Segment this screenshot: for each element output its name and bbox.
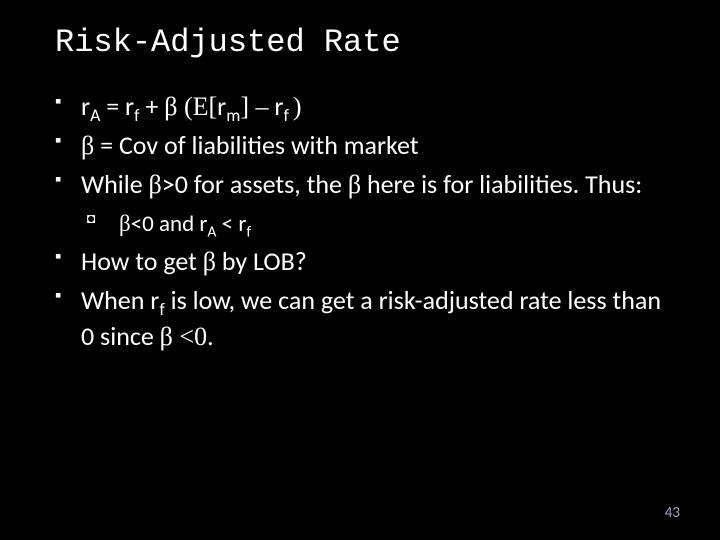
bullet-list: rA = rf + β (E[rm] – rf ) β = Cov of lia… [55, 89, 670, 354]
bullet-item: While β>0 for assets, the β here is for … [55, 167, 670, 202]
bullet-item: rA = rf + β (E[rm] – rf ) [55, 89, 670, 124]
bullet-item: β = Cov of liabilities with market [55, 128, 670, 163]
page-title: Risk-Adjusted Rate [55, 24, 670, 61]
sub-list: β<0 and rA < rf [55, 208, 670, 240]
sub-bullet-item: β<0 and rA < rf [87, 208, 670, 240]
bullet-item: How to get β by LOB? [55, 244, 670, 279]
bullet-item: When rf is low, we can get a risk-adjust… [55, 283, 670, 353]
slide-container: Risk-Adjusted Rate rA = rf + β (E[rm] – … [0, 0, 720, 378]
page-number: 43 [665, 504, 680, 522]
